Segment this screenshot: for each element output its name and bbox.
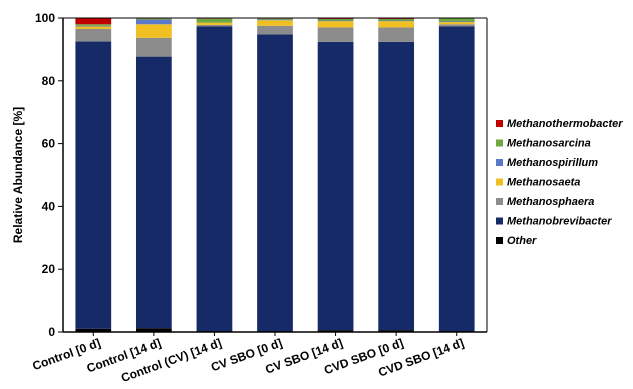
y-tick-label: 0 bbox=[48, 325, 55, 339]
x-tick-labels: Control [0 d]Control [14 d]Control (CV) … bbox=[30, 336, 465, 385]
y-tick-label: 60 bbox=[42, 137, 56, 151]
bar-segment-methanosaeta-0 bbox=[75, 26, 112, 29]
bar-segment-methanosphaera-3 bbox=[257, 25, 293, 35]
bar-segment-methanosarcina-2 bbox=[196, 18, 233, 23]
bar-segment-methanothermobacter-0 bbox=[75, 18, 112, 25]
bar-segment-methanosphaera-6 bbox=[438, 24, 475, 27]
bar-segment-methanosphaera-1 bbox=[135, 37, 172, 57]
legend-swatch-methanosarcina bbox=[496, 139, 503, 147]
bar-segment-methanospirillum-3 bbox=[257, 19, 293, 21]
bar-segment-methanosarcina-6 bbox=[438, 18, 475, 22]
y-tick-label: 40 bbox=[42, 199, 56, 213]
bar-segment-other-0 bbox=[75, 328, 112, 332]
bar-segment-methanosphaera-0 bbox=[75, 28, 112, 42]
bar-segment-methanosarcina-0 bbox=[75, 24, 112, 26]
bar-segment-methanospirillum-0 bbox=[75, 25, 112, 27]
legend-swatch-methanospirillum bbox=[496, 159, 503, 166]
bar-segment-methanospirillum-6 bbox=[438, 21, 475, 23]
bar-segment-methanobrevibacter-2 bbox=[196, 26, 233, 332]
y-tick-labels: 0 20 40 60 80 100 bbox=[35, 11, 55, 339]
legend-swatch-other bbox=[496, 237, 503, 244]
bar-segment-methanobrevibacter-0 bbox=[75, 41, 112, 329]
bar-segment-other-5 bbox=[378, 330, 415, 332]
x-tick-label: Control (CV) [14 d] bbox=[119, 336, 223, 385]
y-tick-label: 100 bbox=[35, 11, 55, 25]
bar-segment-methanosarcina-1 bbox=[135, 18, 172, 20]
bar-segment-methanobrevibacter-4 bbox=[317, 41, 354, 331]
bar-segment-methanosphaera-4 bbox=[317, 27, 354, 42]
bar-segment-methanospirillum-5 bbox=[378, 20, 415, 22]
legend-label-methanosarcina: Methanosarcina bbox=[507, 138, 591, 150]
y-tick-label: 80 bbox=[42, 74, 56, 88]
bar-segment-methanobrevibacter-1 bbox=[135, 56, 172, 329]
legend-label-methanosphaera: Methanosphaera bbox=[507, 196, 594, 208]
legend-swatch-methanobrevibacter bbox=[496, 217, 503, 225]
legend-swatch-methanosaeta bbox=[496, 178, 503, 186]
legend-label-methanosaeta: Methanosaeta bbox=[507, 177, 580, 189]
bar-segment-methanospirillum-1 bbox=[135, 19, 172, 25]
y-tick-label: 20 bbox=[42, 262, 56, 276]
bar-segment-methanosaeta-6 bbox=[438, 22, 475, 25]
legend-label-methanospirillum: Methanospirillum bbox=[507, 157, 598, 169]
bar-segment-methanosarcina-5 bbox=[378, 18, 415, 21]
y-axis-label: Relative Abundance [%] bbox=[11, 107, 25, 243]
legend-swatch-methanothermobacter bbox=[496, 120, 503, 127]
bar-segment-methanospirillum-4 bbox=[317, 20, 354, 22]
bar-segment-methanosarcina-4 bbox=[317, 18, 354, 21]
bar-segment-methanobrevibacter-6 bbox=[438, 26, 475, 332]
legend: Methanothermobacter Methanosarcina Methano… bbox=[496, 118, 623, 247]
bar-segment-methanosphaera-5 bbox=[378, 27, 415, 42]
bar-segment-methanosarcina-3 bbox=[257, 18, 293, 20]
bar-segment-methanosaeta-1 bbox=[135, 24, 172, 38]
bar-segment-methanobrevibacter-3 bbox=[257, 34, 293, 332]
legend-label-other: Other bbox=[507, 235, 537, 247]
bar-segment-other-1 bbox=[135, 328, 172, 332]
legend-label-methanobrevibacter: Methanobrevibacter bbox=[507, 216, 612, 228]
bars-group bbox=[75, 18, 475, 332]
bar-segment-methanobrevibacter-5 bbox=[378, 41, 415, 331]
bar-segment-other-4 bbox=[317, 330, 354, 332]
bar-segment-methanosaeta-3 bbox=[257, 20, 293, 26]
bar-segment-methanosaeta-4 bbox=[317, 21, 354, 28]
bar-segment-methanosaeta-2 bbox=[196, 22, 233, 25]
legend-label-methanothermobacter: Methanothermobacter bbox=[507, 118, 623, 130]
axes-group bbox=[58, 17, 488, 336]
bar-segment-methanosaeta-5 bbox=[378, 21, 415, 28]
bar-segment-methanosphaera-2 bbox=[196, 24, 233, 27]
legend-swatch-methanosphaera bbox=[496, 198, 503, 205]
